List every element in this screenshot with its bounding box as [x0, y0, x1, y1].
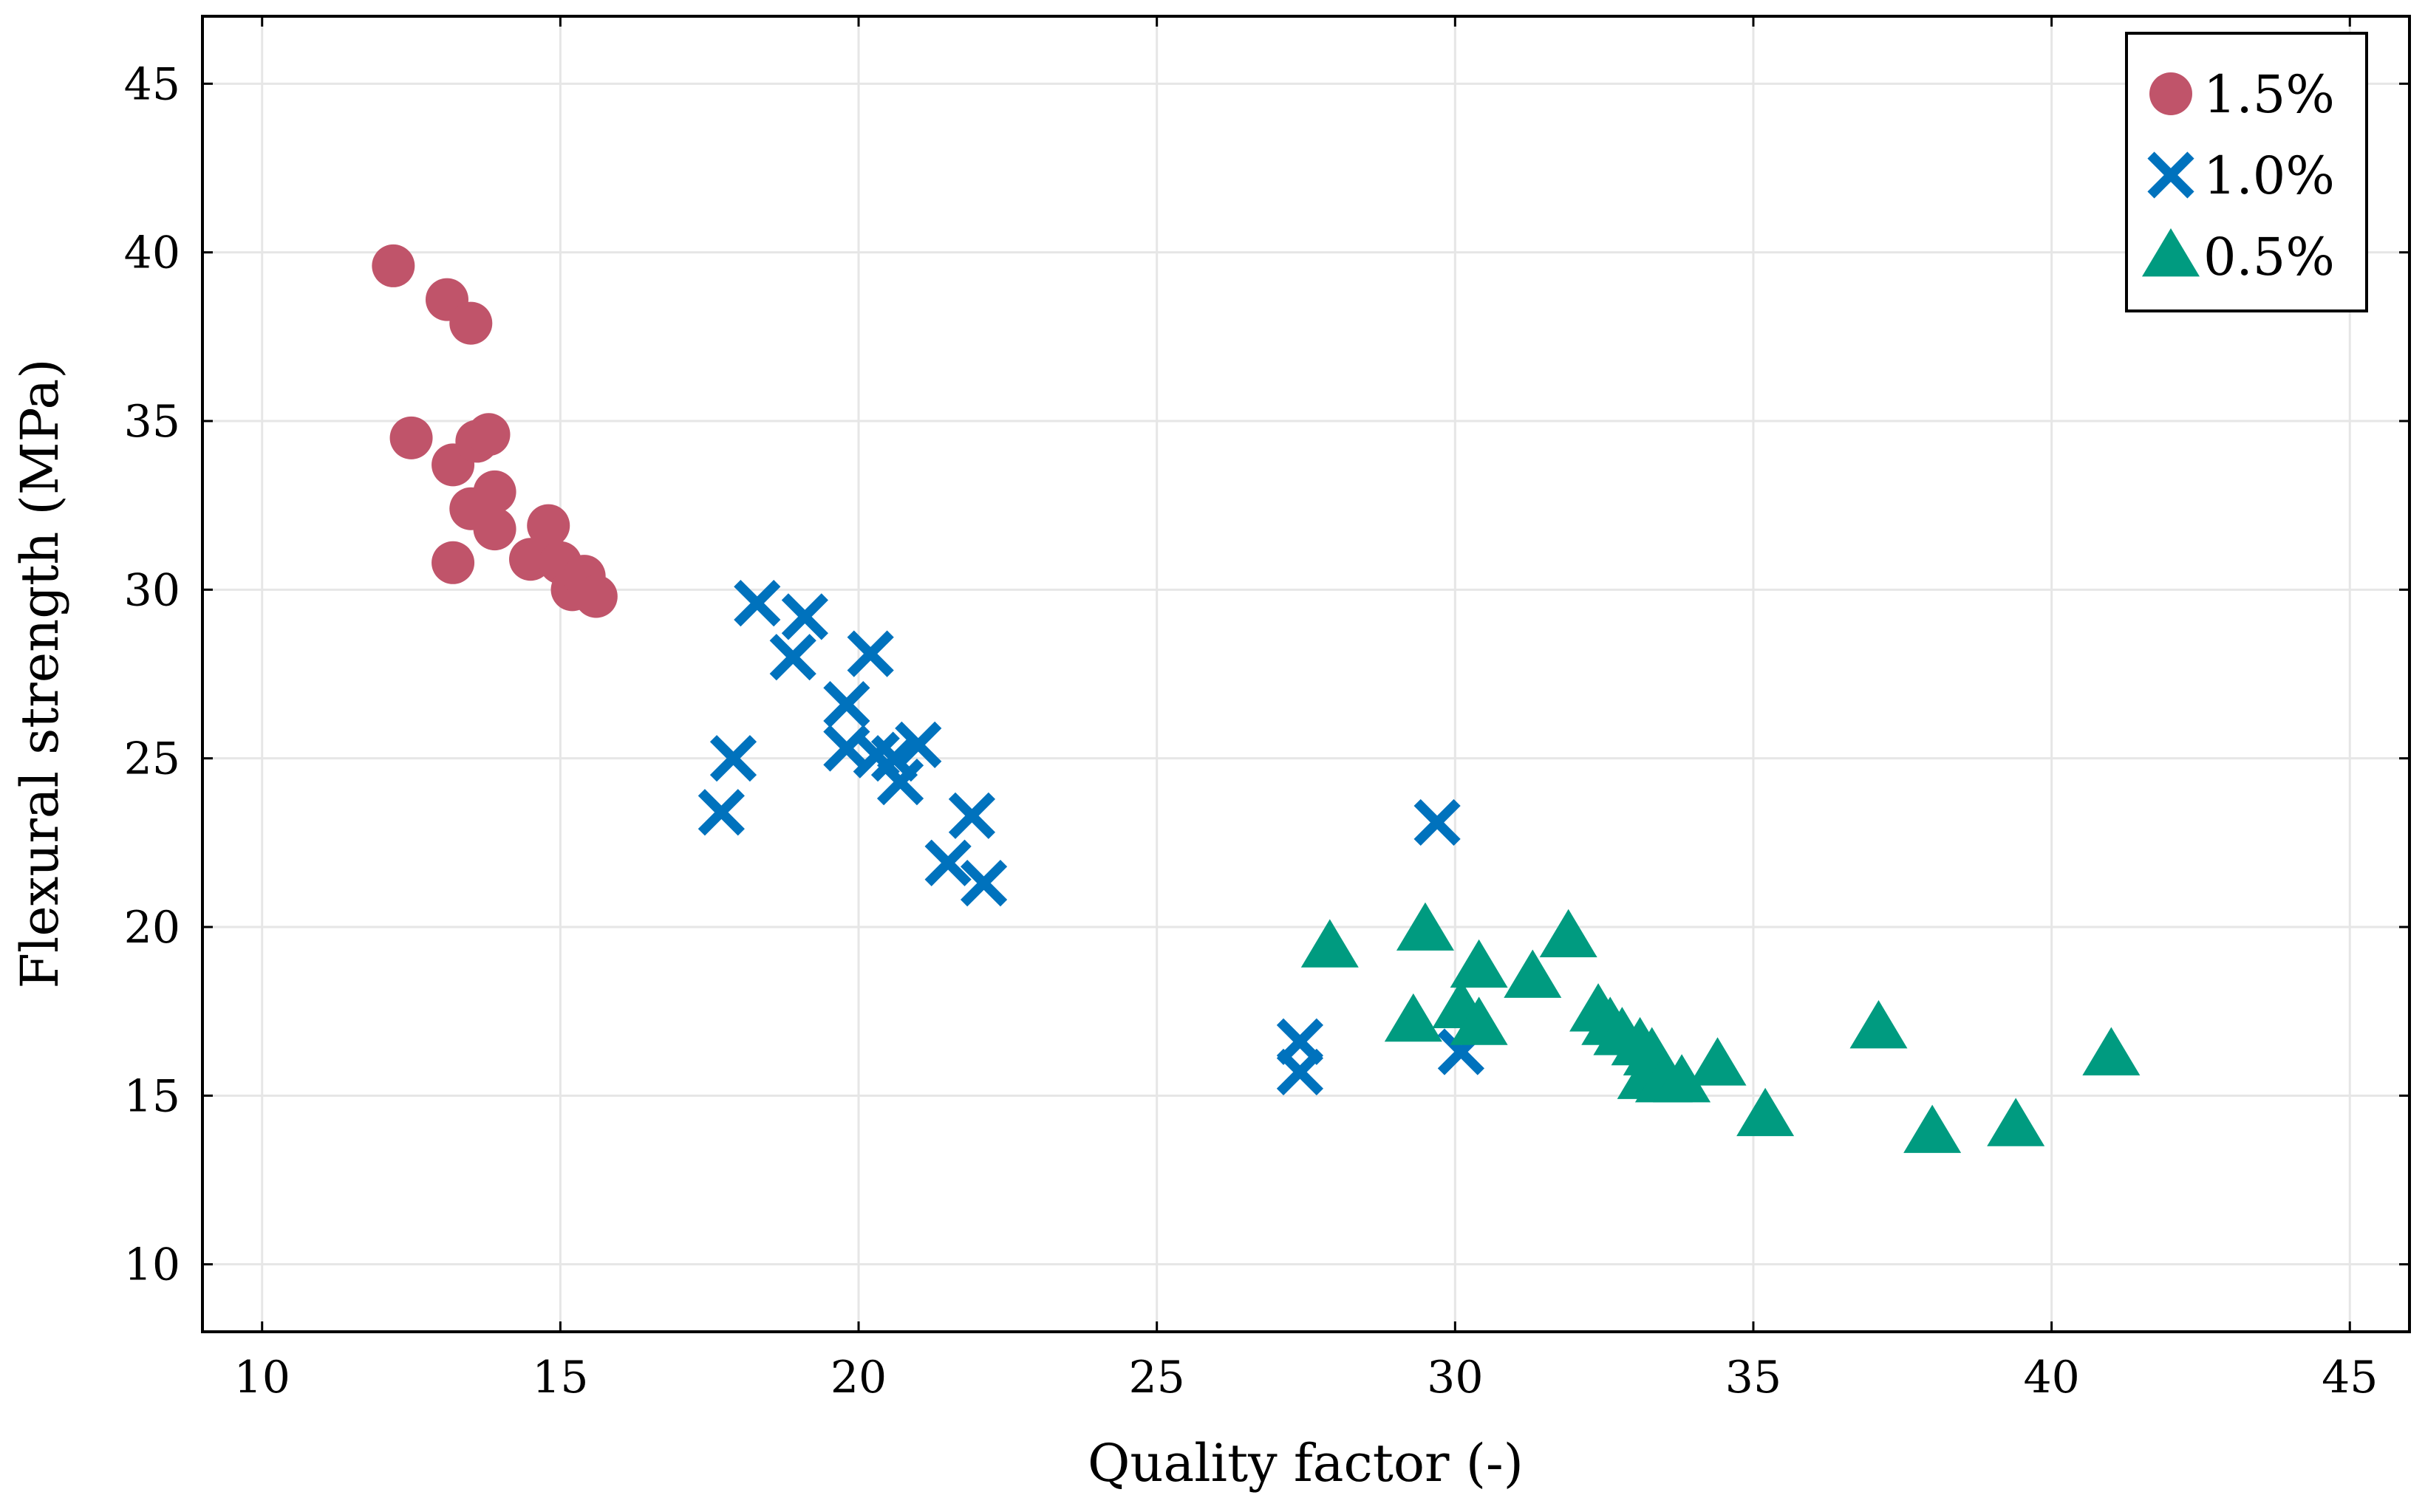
x-axis-label: Quality factor (-): [1088, 1433, 1524, 1494]
data-point-cross: [769, 634, 816, 681]
y-tick-label: 45: [124, 58, 180, 110]
y-axis-label: Flexural strength (MPa): [10, 358, 70, 988]
data-points: [372, 244, 2141, 1153]
y-tick-label: 35: [124, 396, 180, 448]
legend: 1.5% 1.0% 0.5%: [2125, 32, 2368, 312]
x-tick-label: 35: [1725, 1352, 1781, 1403]
data-point-triangle: [1987, 1098, 2045, 1146]
plot-frame: [201, 15, 2411, 1333]
y-tick-label: 40: [124, 228, 180, 279]
x-tick-label: 30: [1427, 1352, 1483, 1403]
data-point-cross: [960, 860, 1008, 907]
series-0.5%: [1300, 902, 2141, 1153]
data-point-circle: [473, 470, 516, 513]
data-point-triangle: [2082, 1027, 2141, 1075]
y-tick-label: 20: [124, 902, 180, 954]
y-tick-label: 30: [124, 564, 180, 616]
data-point-cross: [924, 839, 972, 886]
data-point-circle: [449, 301, 493, 345]
data-point-circle: [527, 504, 570, 547]
data-point-triangle: [1450, 939, 1508, 988]
legend-marker-cross: [2147, 151, 2194, 199]
data-point-cross: [734, 580, 781, 627]
x-tick-label: 10: [234, 1352, 290, 1403]
data-point-cross: [698, 789, 745, 836]
data-point-triangle: [1504, 949, 1562, 998]
x-tick-label: 20: [830, 1352, 887, 1403]
data-point-circle: [473, 507, 516, 551]
data-point-circle: [372, 244, 415, 287]
data-point-circle: [432, 541, 475, 584]
data-point-triangle: [1300, 919, 1359, 968]
data-point-cross: [1413, 798, 1461, 846]
data-point-triangle: [1450, 996, 1508, 1045]
data-point-triangle: [1849, 1000, 1908, 1049]
data-point-circle: [389, 416, 433, 459]
legend-marker-circle: [2149, 72, 2192, 115]
data-point-cross: [847, 630, 894, 677]
y-tick-label: 10: [124, 1239, 180, 1291]
data-point-circle: [467, 413, 511, 456]
data-point-triangle: [1688, 1037, 1747, 1086]
axis-ticks: 10 15 20 25 30 35 40 45 10 15 20 25 30 35 40 45: [124, 16, 2409, 1403]
data-point-cross: [709, 735, 757, 782]
data-point-triangle: [1539, 909, 1597, 958]
grid: [202, 16, 2409, 1332]
data-point-triangle: [1396, 902, 1454, 951]
data-point-cross: [948, 792, 996, 839]
x-tick-label: 25: [1128, 1352, 1184, 1403]
data-point-triangle: [1653, 1054, 1711, 1103]
data-point-triangle: [1903, 1104, 1962, 1153]
data-point-triangle: [1736, 1087, 1795, 1137]
data-point-triangle: [1384, 993, 1442, 1042]
legend-label: 1.0%: [2203, 146, 2335, 206]
series-1.5%: [372, 244, 618, 618]
data-point-cross: [823, 681, 870, 728]
series-1.0%: [698, 580, 1484, 1095]
legend-marker-triangle: [2142, 228, 2200, 277]
data-point-cross: [876, 759, 924, 806]
y-tick-label: 25: [124, 733, 180, 785]
legend-label: 0.5%: [2203, 227, 2335, 287]
legend-label: 1.5%: [2203, 64, 2335, 125]
data-point-circle: [574, 575, 618, 618]
data-point-cross: [781, 593, 828, 640]
x-tick-label: 15: [532, 1352, 588, 1403]
data-point-cross: [895, 721, 942, 768]
y-tick-label: 15: [124, 1070, 180, 1122]
x-tick-label: 40: [2023, 1352, 2079, 1403]
data-point-cross: [1276, 1048, 1324, 1095]
x-tick-label: 45: [2322, 1352, 2378, 1403]
